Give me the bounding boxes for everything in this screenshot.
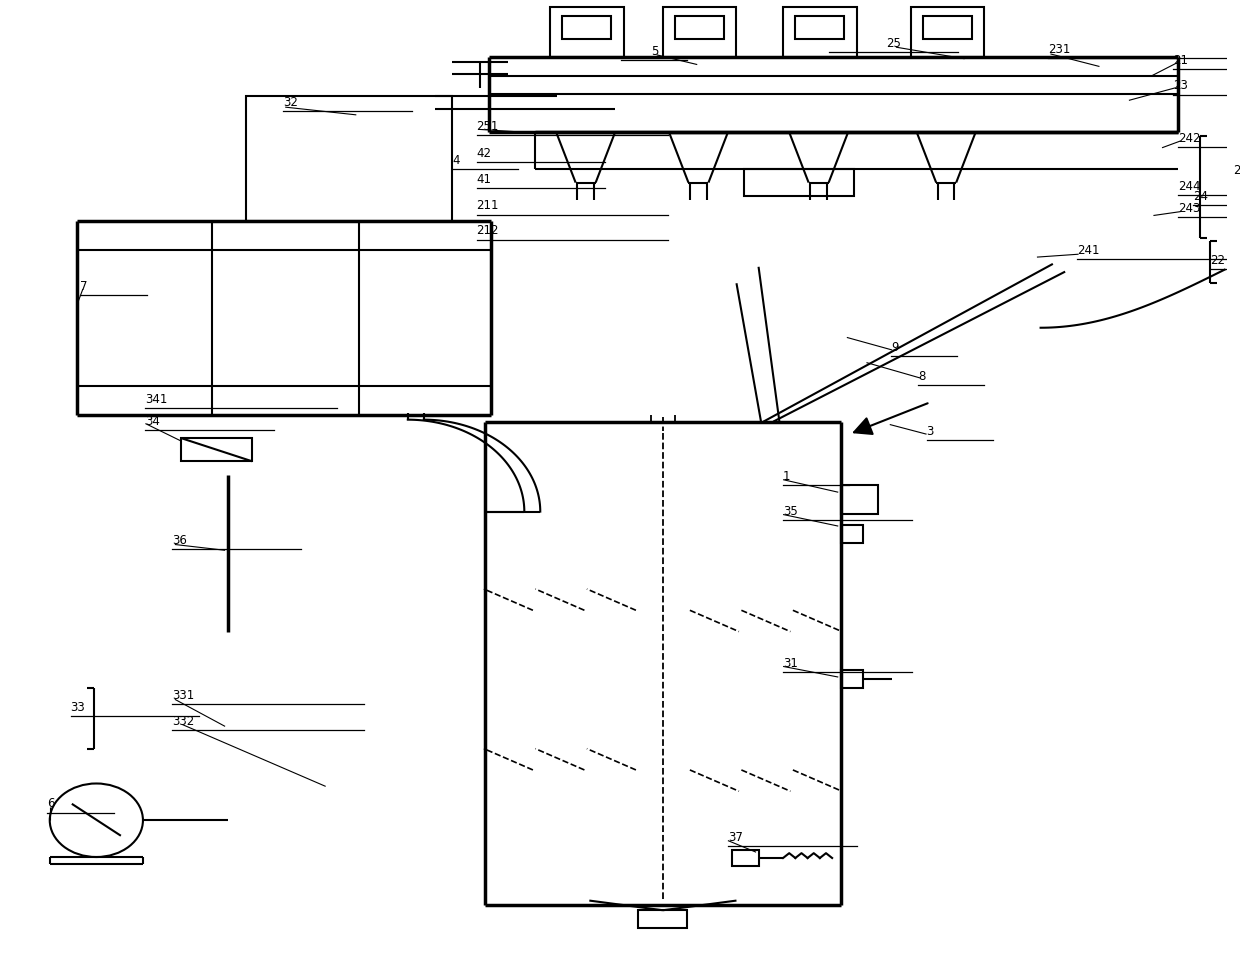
Text: 231: 231 — [1048, 43, 1070, 55]
Bar — [732, 850, 759, 865]
Text: 7: 7 — [81, 280, 88, 293]
Bar — [841, 671, 863, 688]
Bar — [551, 7, 624, 57]
Text: 243: 243 — [1178, 203, 1200, 215]
Text: 34: 34 — [145, 415, 160, 428]
Text: 212: 212 — [476, 225, 498, 237]
Text: 5: 5 — [651, 45, 658, 57]
Text: 1: 1 — [784, 470, 791, 484]
Text: 42: 42 — [476, 147, 491, 160]
Text: 32: 32 — [283, 96, 298, 109]
Text: 33: 33 — [71, 701, 86, 713]
Text: 341: 341 — [145, 392, 167, 406]
Text: 2: 2 — [1233, 164, 1240, 176]
Text: 36: 36 — [172, 534, 187, 547]
Text: 9: 9 — [892, 340, 899, 354]
Bar — [923, 16, 972, 40]
Bar — [841, 484, 878, 514]
Bar — [563, 16, 611, 40]
Text: 331: 331 — [172, 689, 195, 702]
Bar — [246, 96, 451, 221]
Text: 332: 332 — [172, 715, 195, 728]
Bar — [795, 16, 844, 40]
Text: 4: 4 — [451, 154, 460, 167]
Text: 21: 21 — [1173, 54, 1188, 67]
Text: 244: 244 — [1178, 180, 1200, 193]
Text: 241: 241 — [1078, 244, 1100, 257]
Bar — [639, 910, 687, 927]
Text: 8: 8 — [918, 369, 925, 383]
Bar — [181, 438, 252, 461]
Text: 24: 24 — [1193, 190, 1208, 203]
Text: 3: 3 — [926, 424, 934, 438]
Bar — [784, 7, 857, 57]
Circle shape — [50, 784, 143, 857]
Text: 22: 22 — [1210, 254, 1225, 266]
Text: 23: 23 — [1173, 79, 1188, 92]
Text: 31: 31 — [784, 657, 799, 670]
Bar — [744, 169, 854, 196]
Text: 251: 251 — [476, 120, 498, 133]
Bar — [841, 525, 863, 543]
Bar — [663, 7, 737, 57]
Bar — [910, 7, 985, 57]
Text: 37: 37 — [728, 831, 743, 844]
Text: 35: 35 — [784, 505, 797, 518]
Text: 6: 6 — [47, 797, 55, 810]
Bar — [675, 16, 724, 40]
Text: 242: 242 — [1178, 132, 1200, 144]
Text: 41: 41 — [476, 173, 491, 186]
Text: 25: 25 — [887, 37, 901, 49]
Text: 211: 211 — [476, 200, 498, 212]
